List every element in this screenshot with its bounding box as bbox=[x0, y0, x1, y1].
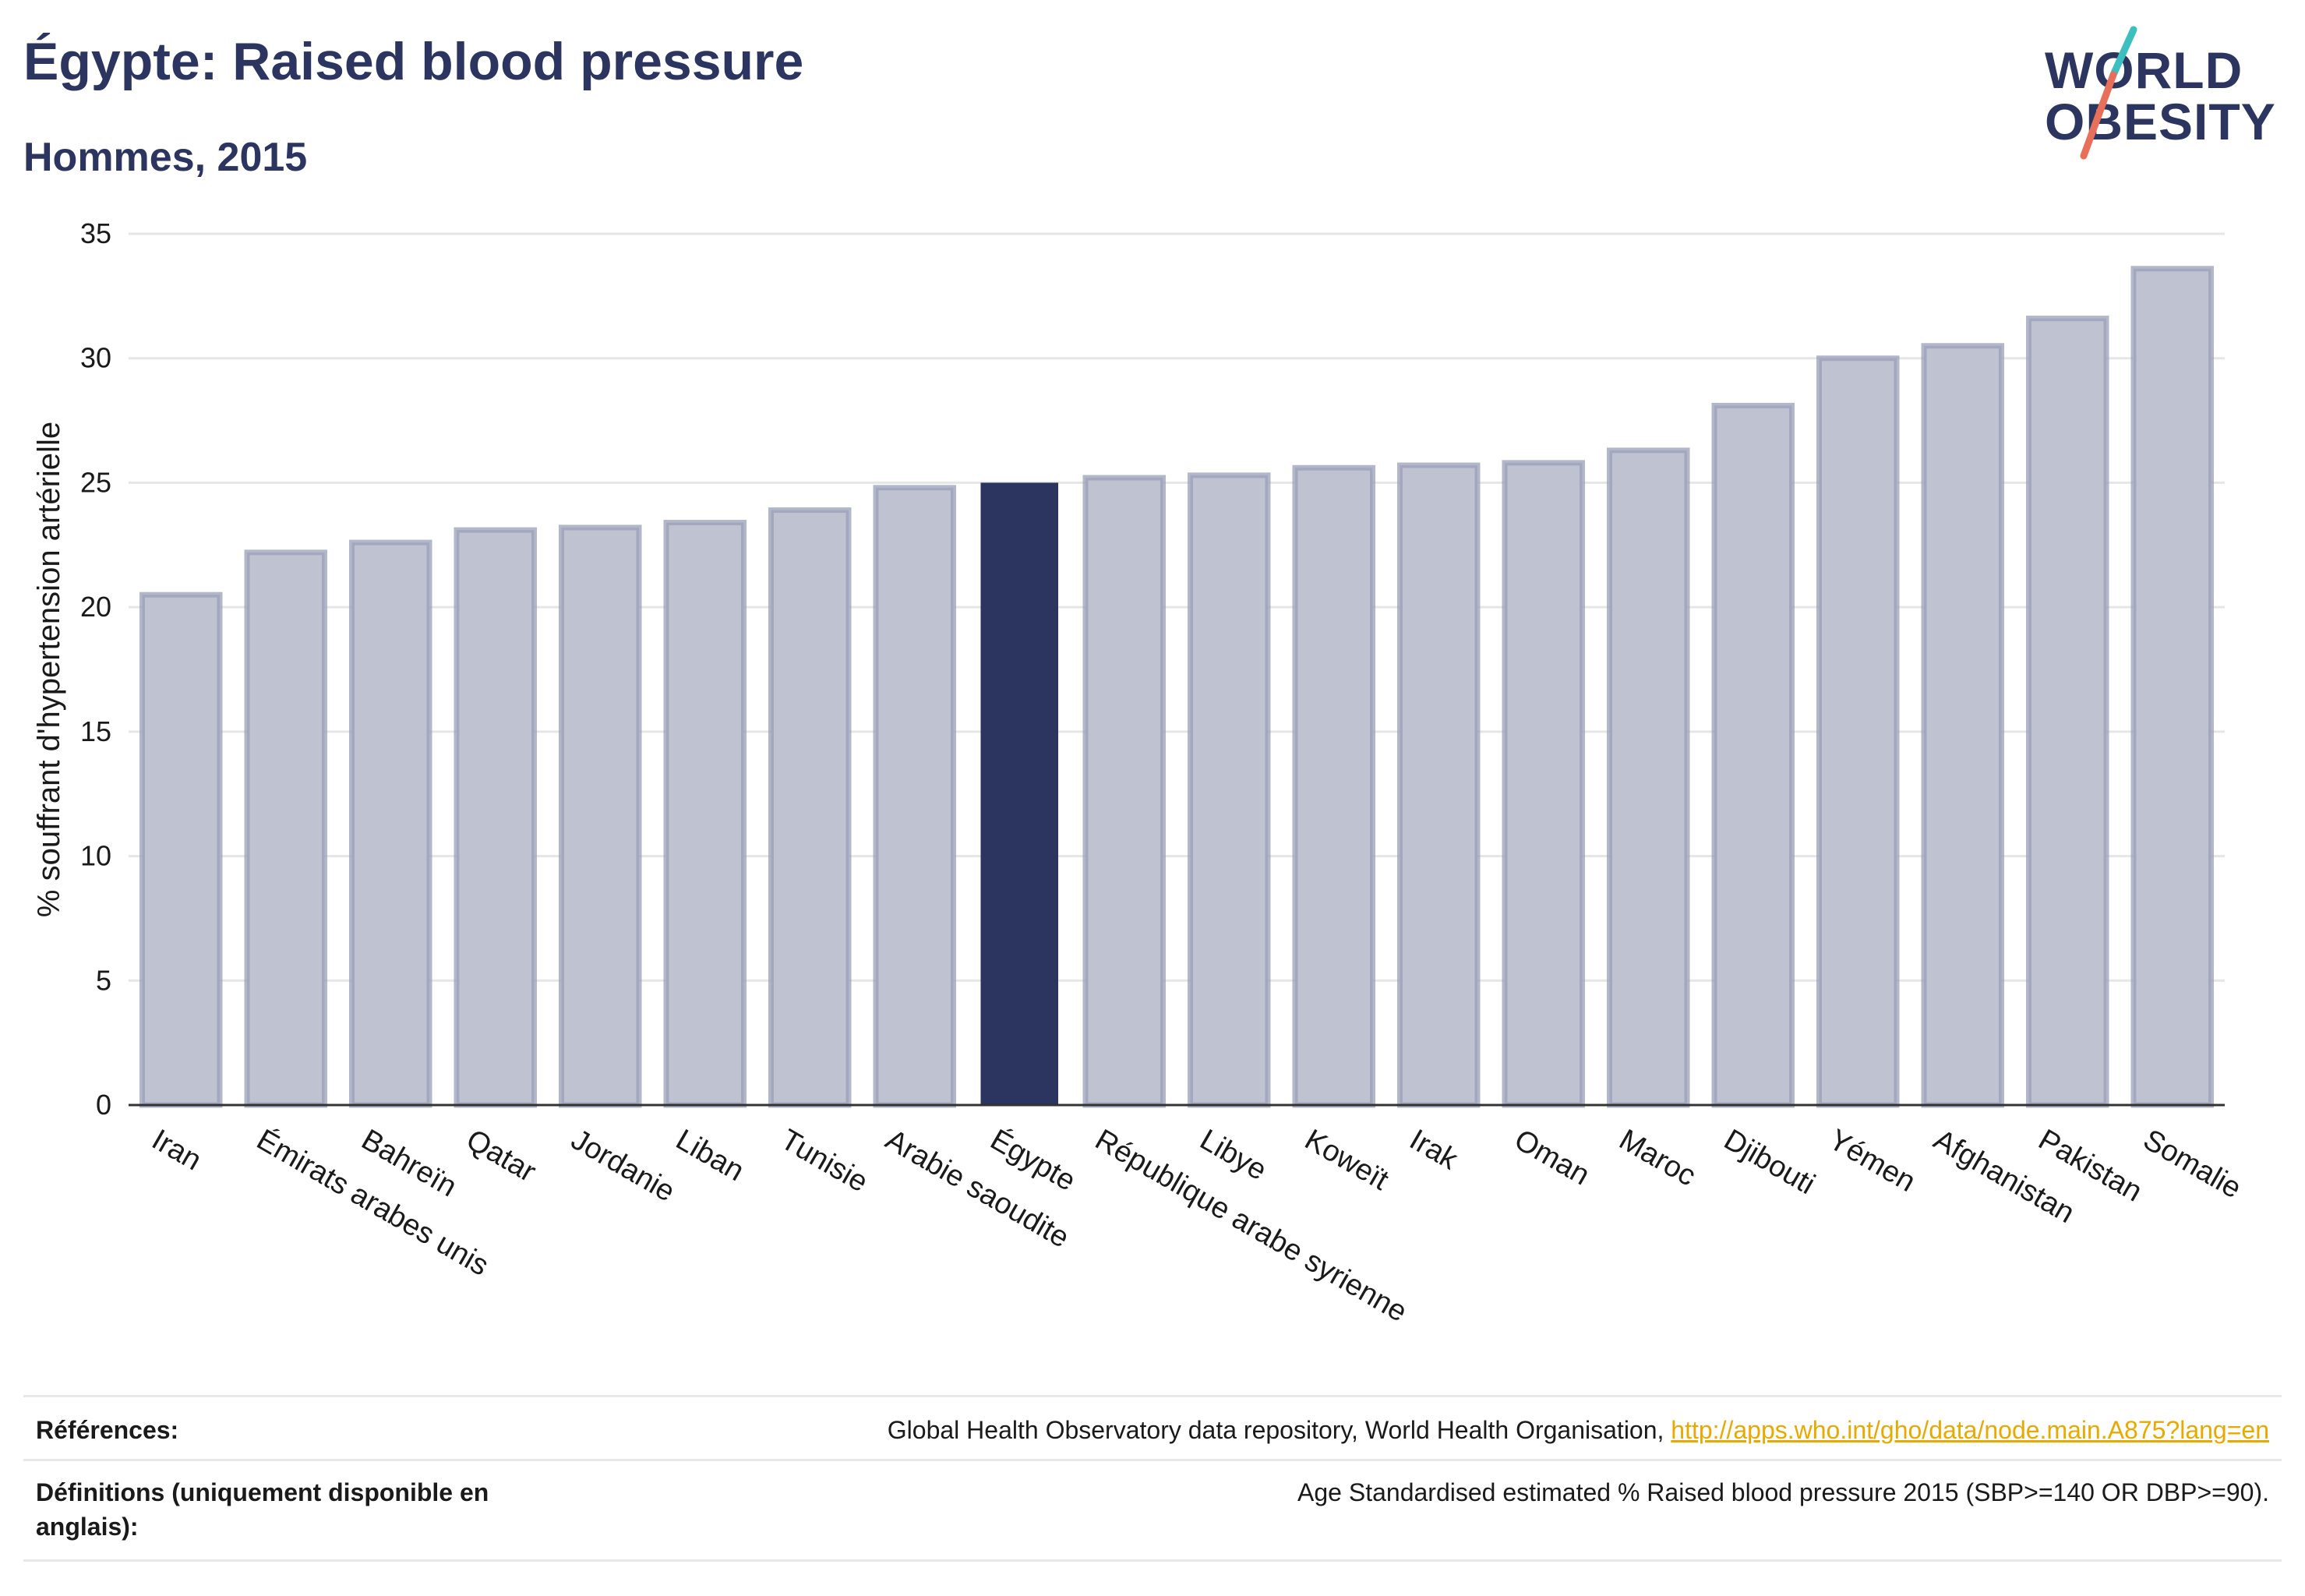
logo-text-line1: WORLD bbox=[2045, 41, 2243, 99]
y-axis-label: % souffrant d'hypertension artérielle bbox=[32, 422, 66, 917]
references-row: Références: Global Health Observatory da… bbox=[23, 1395, 2282, 1461]
x-tick-label: Jordanie bbox=[566, 1123, 680, 1208]
references-link[interactable]: http://apps.who.int/gho/data/node.main.A… bbox=[1671, 1416, 2269, 1444]
y-tick-label: 20 bbox=[80, 591, 111, 623]
x-tick-label: Arabie saoudite bbox=[880, 1123, 1075, 1254]
y-tick-label: 5 bbox=[96, 964, 111, 996]
bar-16 bbox=[1816, 355, 1900, 1108]
bar-1 bbox=[244, 549, 328, 1108]
bar-18 bbox=[2025, 316, 2109, 1108]
bar-14 bbox=[1606, 447, 1690, 1108]
chart-title: Égypte: Raised blood pressure bbox=[23, 32, 804, 91]
references-label: Références: bbox=[36, 1416, 179, 1444]
x-tick-label: Koweït bbox=[1299, 1123, 1394, 1197]
world-obesity-logo: WORLD OBESITY bbox=[2032, 23, 2289, 164]
references-value: Global Health Observatory data repositor… bbox=[888, 1413, 2269, 1447]
x-tick-label: Tunisie bbox=[775, 1123, 874, 1199]
x-tick-label: Maroc bbox=[1614, 1123, 1701, 1192]
bar-13 bbox=[1502, 460, 1586, 1108]
bar-17 bbox=[1921, 343, 2005, 1108]
logo-slash-icon bbox=[2080, 26, 2137, 160]
x-tick-label: Iran bbox=[146, 1123, 207, 1177]
x-tick-label: Qatar bbox=[461, 1123, 542, 1188]
references-text: Global Health Observatory data repositor… bbox=[887, 1416, 1671, 1444]
bar-9 bbox=[1082, 475, 1167, 1108]
bar-chart: 0 5 10 15 20 25 30 35 % souffrant d'hypertension… bbox=[32, 217, 2247, 1329]
definitions-value: Age Standardised estimated % Raised bloo… bbox=[1297, 1478, 2269, 1506]
y-tick-label: 25 bbox=[80, 466, 111, 498]
bar-5 bbox=[663, 520, 747, 1108]
bar-3 bbox=[454, 527, 538, 1108]
definitions-row: Définitions (uniquement disponible en an… bbox=[23, 1459, 2282, 1562]
chart-subtitle: Hommes, 2015 bbox=[23, 135, 308, 180]
x-tick-label: Libye bbox=[1195, 1123, 1273, 1187]
x-tick-label: Irak bbox=[1404, 1123, 1464, 1177]
bar-11 bbox=[1292, 464, 1376, 1108]
x-tick-label: Liban bbox=[670, 1123, 750, 1188]
bar-19 bbox=[2130, 266, 2215, 1108]
bar-12 bbox=[1396, 462, 1481, 1108]
bar-0 bbox=[139, 591, 223, 1108]
sources-table: Références: Global Health Observatory da… bbox=[23, 1395, 2282, 1566]
bar-15 bbox=[1711, 402, 1795, 1108]
y-tick-label: 0 bbox=[96, 1089, 111, 1121]
x-tick-label: Djibouti bbox=[1718, 1123, 1820, 1201]
definitions-label: Définitions (uniquement disponible en an… bbox=[36, 1478, 489, 1541]
x-tick-label: Somalie bbox=[2137, 1123, 2247, 1205]
x-tick-label: Yémen bbox=[1823, 1123, 1921, 1199]
y-tick-label: 10 bbox=[80, 840, 111, 872]
bar-10 bbox=[1187, 472, 1271, 1108]
bar-4 bbox=[558, 524, 642, 1108]
bar-8 bbox=[980, 482, 1059, 1105]
y-tick-label: 15 bbox=[80, 715, 111, 747]
y-tick-label: 30 bbox=[80, 342, 111, 374]
bar-6 bbox=[768, 507, 852, 1108]
bar-2 bbox=[348, 539, 432, 1108]
y-tick-label: 35 bbox=[80, 217, 111, 249]
x-tick-label: Oman bbox=[1509, 1123, 1595, 1192]
bar-7 bbox=[873, 485, 957, 1108]
logo-text-line2: OBESITY bbox=[2045, 93, 2276, 150]
